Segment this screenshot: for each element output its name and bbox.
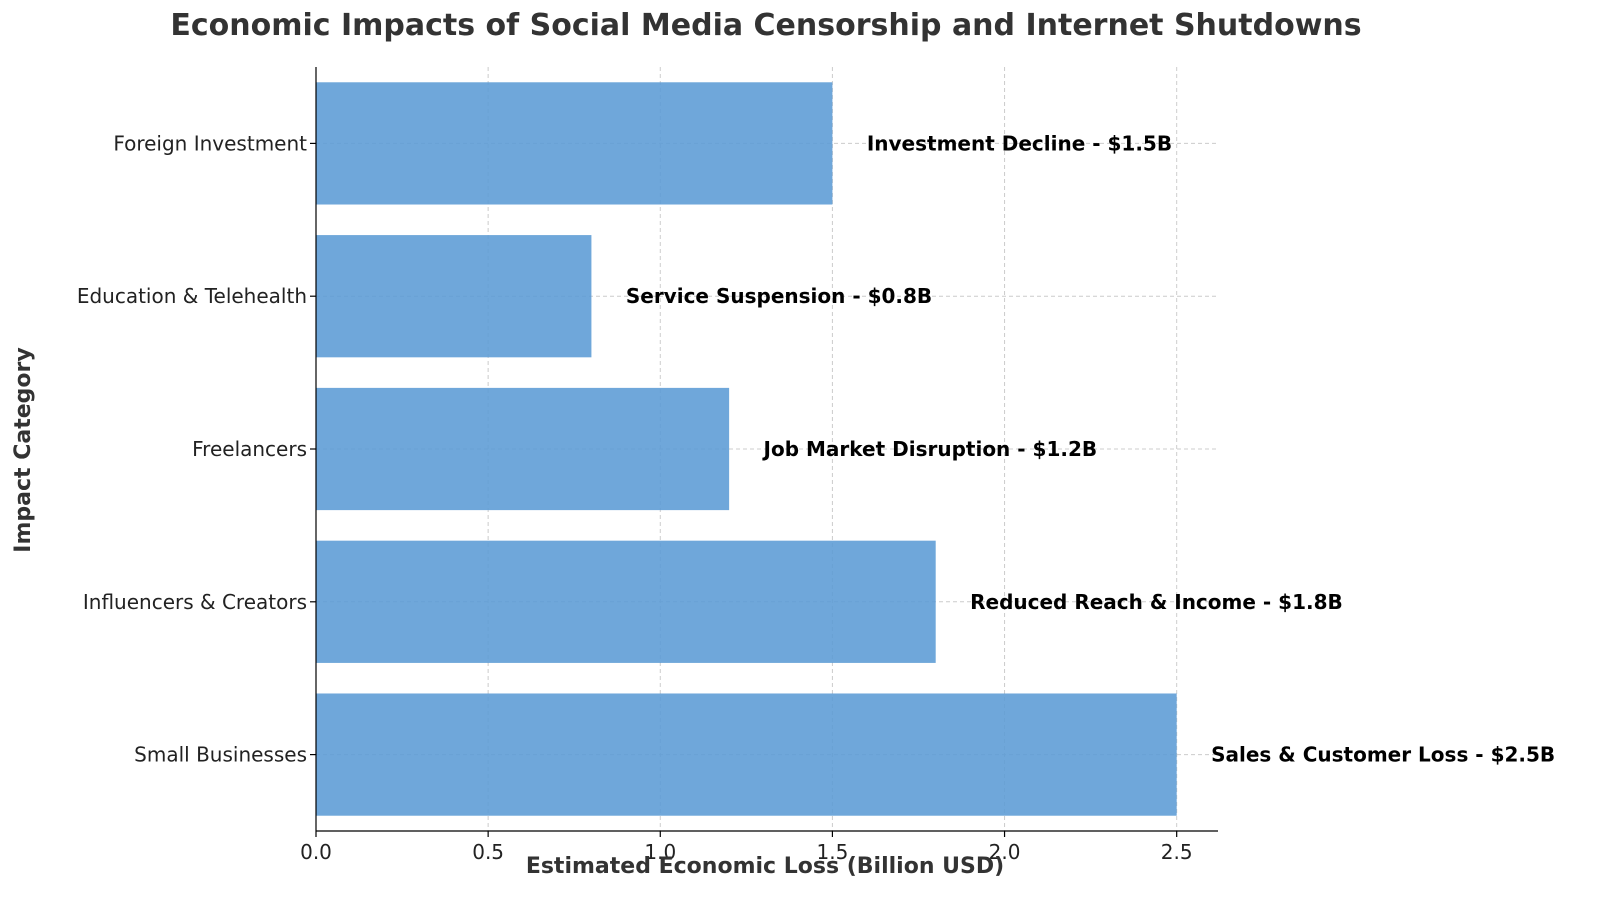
data-label: Reduced Reach & Income - $1.8B <box>970 590 1343 614</box>
y-axis-label: Impact Category <box>11 347 36 552</box>
x-tick-label: 0.0 <box>300 840 332 864</box>
y-tick-label: Freelancers <box>192 437 307 461</box>
bars <box>316 82 1177 816</box>
y-tick-label: Education & Telehealth <box>77 284 307 308</box>
bar <box>316 387 730 511</box>
data-label: Service Suspension - $0.8B <box>626 284 932 308</box>
chart-title: Economic Impacts of Social Media Censors… <box>170 8 1361 43</box>
data-label: Sales & Customer Loss - $2.5B <box>1211 743 1555 767</box>
axes <box>310 67 1218 837</box>
bar <box>316 82 833 205</box>
x-axis-label: Estimated Economic Loss (Billion USD) <box>526 854 1004 879</box>
y-tick-label: Foreign Investment <box>113 131 307 155</box>
data-label: Investment Decline - $1.5B <box>867 131 1172 155</box>
bar <box>316 540 936 663</box>
x-tick-label: 0.5 <box>472 840 504 864</box>
x-tick-label: 2.5 <box>1161 840 1193 864</box>
y-tick-label: Small Businesses <box>134 743 307 767</box>
x-tick-label: 1.0 <box>644 840 676 864</box>
bar <box>316 235 592 358</box>
x-tick-label: 2.0 <box>989 840 1021 864</box>
data-label: Job Market Disruption - $1.2B <box>762 437 1098 461</box>
y-tick-label: Influencers & Creators <box>83 590 307 614</box>
bar <box>316 693 1177 816</box>
x-tick-label: 1.5 <box>817 840 849 864</box>
labels: 0.0 0.5 1.0 1.5 2.0 2.5 Small Businesses Influe… <box>77 131 1555 864</box>
